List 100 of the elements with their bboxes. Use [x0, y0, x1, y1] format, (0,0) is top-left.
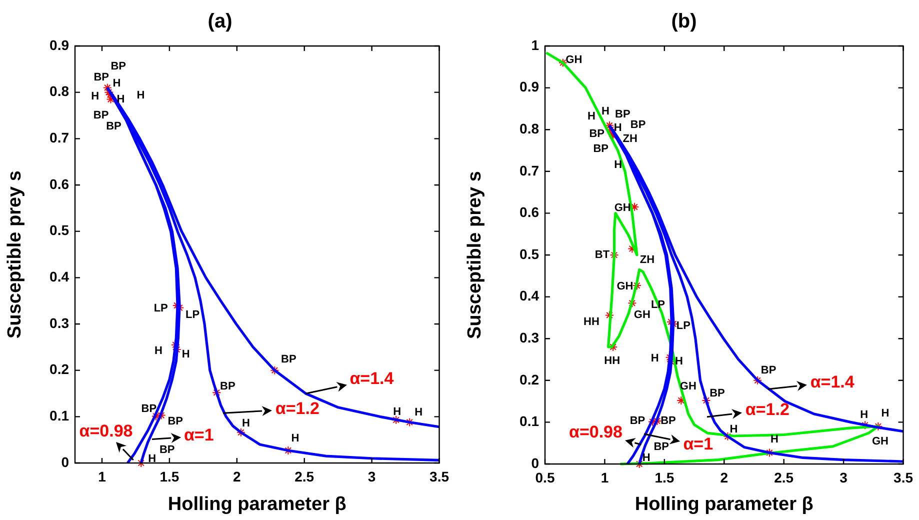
y-tick-label: 0.7 [520, 162, 540, 178]
annotation: BP [159, 444, 175, 456]
annotation: H [154, 344, 163, 357]
annotation: BP [630, 414, 646, 427]
annotation: BP [593, 142, 609, 155]
annotation: α=0.98 [569, 422, 622, 442]
x-tick-label: 1 [98, 468, 106, 484]
y-tick-label: 0.5 [520, 246, 540, 262]
annotation: H [112, 77, 121, 90]
y-axis-title: Susceptible prey s [464, 171, 486, 339]
annotation: BP [94, 72, 110, 84]
annotation: H [242, 417, 250, 430]
annotation: α=1 [683, 434, 714, 454]
y-tick-label: 0.9 [520, 78, 540, 95]
y-tick-label: 0.8 [520, 120, 540, 136]
y-tick-label: 0.6 [50, 176, 70, 192]
annotation: H [770, 434, 779, 446]
annotation: GH [634, 309, 650, 322]
annotation: H [182, 348, 190, 361]
annotation: ZH [640, 254, 655, 266]
x-tick-label: 2.5 [294, 468, 314, 484]
x-tick-label: 3 [840, 469, 848, 486]
x-tick-label: 2 [720, 469, 728, 486]
chart-title: (b) [671, 10, 697, 33]
annotation: HH [604, 354, 620, 367]
x-tick-label: 1 [600, 469, 609, 486]
annotation: BP [589, 128, 605, 140]
annotation: BP [168, 415, 183, 428]
x-tick-label: 3 [368, 468, 376, 484]
y-tick-label: 0.8 [50, 83, 70, 100]
annotation: GH [566, 54, 582, 66]
x-tick-label: 1.5 [654, 469, 674, 486]
annotation: H [148, 453, 156, 466]
y-axis-title: Susceptible prey s [4, 170, 26, 338]
annotation: BP [106, 120, 122, 132]
annotation: H [136, 89, 145, 102]
annotation: LP [186, 308, 200, 321]
annotation: H [730, 423, 738, 436]
annotation: H [881, 407, 890, 420]
y-tick-label: 1 [531, 36, 540, 53]
annotation: GH [614, 202, 631, 214]
y-tick-label: 0.1 [520, 413, 540, 430]
annotation: BP [760, 364, 776, 376]
annotation: H [588, 110, 596, 122]
y-tick-label: 0.7 [50, 130, 70, 146]
annotation: BP [281, 353, 296, 366]
y-tick-label: 0.3 [520, 329, 540, 346]
annotation: BP [654, 441, 669, 454]
annotation: H [116, 93, 125, 106]
y-tick-label: 0.2 [520, 371, 540, 388]
annotation: LP [154, 302, 168, 314]
x-tick-label: 2 [233, 468, 241, 484]
annotation: α=1.4 [810, 372, 855, 392]
y-tick-label: 0.6 [520, 204, 540, 220]
annotation: GH [616, 280, 634, 293]
annotation: BP [93, 110, 109, 122]
x-tick-label: 1.5 [160, 468, 180, 484]
annotation: BP [220, 380, 236, 393]
annotation: H [291, 432, 300, 445]
annotation: α=0.98 [79, 421, 133, 440]
x-tick-label: 3.5 [430, 468, 450, 484]
annotation: H [614, 158, 622, 171]
chart-title: (a) [208, 10, 232, 33]
y-tick-label: 0.1 [50, 408, 70, 424]
annotation: BP [660, 414, 676, 427]
annotation: H [602, 105, 610, 118]
y-tick-label: 0.4 [520, 288, 540, 304]
annotation: GH [872, 435, 888, 448]
x-tick-label: 2.5 [774, 469, 794, 486]
y-tick-label: 0.9 [50, 36, 70, 53]
y-tick-label: 0.4 [50, 268, 70, 285]
annotation: H [860, 409, 868, 422]
annotation: LP [676, 320, 690, 332]
annotation: BT [594, 249, 610, 262]
annotation: α=1 [184, 426, 214, 445]
annotation: BP [630, 118, 646, 131]
annotation: BP [110, 60, 126, 73]
annotation: H [614, 122, 622, 134]
annotation: H [393, 406, 402, 418]
x-axis-title: Holling parameter β [634, 494, 814, 515]
annotation: ZH [622, 132, 638, 145]
annotation: α=1.4 [350, 369, 394, 388]
annotation: H [675, 356, 684, 368]
y-tick-label: 0.5 [50, 222, 70, 238]
annotation: H [650, 352, 659, 364]
x-axis-title: Holling parameter β [168, 494, 346, 515]
y-tick-label: 0.2 [50, 361, 70, 378]
x-tick-label: 3.5 [894, 469, 914, 486]
annotation: BP [141, 403, 157, 416]
annotation: α=1.2 [745, 400, 790, 419]
y-tick-label: 0.3 [50, 314, 70, 331]
annotation: HH [584, 316, 600, 328]
annotation: H [414, 406, 423, 418]
annotation: α=1.2 [275, 399, 320, 418]
annotation: H [91, 90, 100, 103]
annotation: BP [710, 387, 725, 400]
y-tick-label: 0 [531, 454, 540, 471]
annotation: BP [615, 108, 630, 121]
y-tick-label: 0 [61, 454, 70, 470]
annotation: H [642, 452, 650, 464]
